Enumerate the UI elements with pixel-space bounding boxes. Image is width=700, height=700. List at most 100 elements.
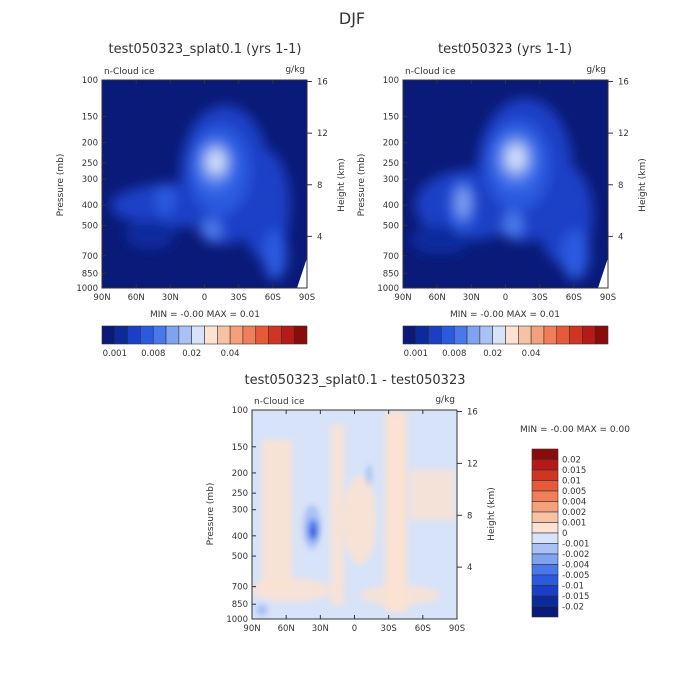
height-tick-label: 12 xyxy=(618,129,629,139)
panel-title: test050323 (yrs 1-1) xyxy=(438,42,572,57)
min-max-stats: MIN = -0.00 MAX = 0.01 xyxy=(450,310,560,320)
y-tick-label: 150 xyxy=(82,113,98,123)
y-axis-label: Pressure (mb) xyxy=(56,154,66,217)
y-tick-label: 250 xyxy=(383,159,399,169)
colorbar-label: 0.02 xyxy=(562,456,581,466)
colorbar-swatch xyxy=(165,325,180,345)
variable-label: n-Cloud ice xyxy=(104,67,155,77)
colorbar-label: -0.005 xyxy=(562,571,589,581)
y-tick-label: 400 xyxy=(383,201,399,211)
y-tick-label: 850 xyxy=(82,269,98,279)
y-axis-label: Pressure (mb) xyxy=(357,154,367,217)
colorbar-swatch xyxy=(531,574,559,586)
colorbar-label: -0.004 xyxy=(562,561,589,571)
y-tick-label: 250 xyxy=(232,489,248,499)
height-tick-label: 8 xyxy=(317,181,322,191)
colorbar-swatch xyxy=(531,606,559,618)
y-tick-label: 300 xyxy=(232,506,248,516)
colorbar-swatch xyxy=(268,325,282,345)
colorbar-swatch xyxy=(531,532,559,544)
height-ticks: 16 12 8 4 xyxy=(608,78,629,242)
x-tick-label: 90S xyxy=(600,293,616,303)
y-axis-label: Pressure (mb) xyxy=(206,483,216,546)
colorbar-swatch xyxy=(114,325,128,345)
height-tick-label: 8 xyxy=(467,511,472,521)
panel-bottom: test050323_splat0.1 - test050323 n-Cloud… xyxy=(206,373,630,634)
contour-field xyxy=(102,80,307,288)
x-tick-label: 90N xyxy=(93,293,110,303)
colorbar-swatch xyxy=(217,325,231,345)
colorbar-swatch xyxy=(569,325,583,345)
colorbar-swatch xyxy=(140,325,154,345)
height-tick-label: 4 xyxy=(317,232,322,242)
y-tick-label: 400 xyxy=(82,201,98,211)
colorbar-label: 0.001 xyxy=(404,349,428,359)
colorbar-swatch xyxy=(530,325,545,345)
colorbar-label: -0.01 xyxy=(562,582,584,592)
x-ticks: 90N 60N 30N 0 30S 60S 90S xyxy=(93,80,315,303)
panel-top-right: test050323 (yrs 1-1) n-Cloud ice g/kg xyxy=(357,42,648,359)
colorbar-swatch xyxy=(518,325,532,345)
x-tick-label: 30N xyxy=(312,624,329,634)
variable-label: n-Cloud ice xyxy=(254,397,305,407)
colorbar-swatch xyxy=(479,325,493,345)
colorbar-swatch xyxy=(127,325,141,345)
y-tick-label: 500 xyxy=(82,221,98,231)
x-tick-label: 30N xyxy=(162,293,179,303)
colorbar-swatch xyxy=(293,325,308,345)
height-tick-label: 4 xyxy=(467,563,472,573)
y-tick-label: 300 xyxy=(383,175,399,185)
x-tick-label: 90S xyxy=(449,624,465,634)
y-tick-label: 500 xyxy=(232,552,248,562)
height-tick-label: 16 xyxy=(618,78,629,88)
height-ticks: 16 12 8 4 xyxy=(457,408,478,573)
x-tick-label: 30S xyxy=(381,624,397,634)
min-max-stats: MIN = -0.00 MAX = 0.00 xyxy=(520,425,630,435)
y-axis-label-right: Height (km) xyxy=(337,158,347,212)
x-tick-label: 0 xyxy=(503,293,508,303)
y-tick-label: 100 xyxy=(82,76,98,86)
x-tick-label: 30N xyxy=(463,293,480,303)
colorbar-swatch xyxy=(531,595,559,607)
colorbar-swatch xyxy=(531,522,559,534)
y-ticks: 100 150 200 250 300 400 500 700 850 1000 xyxy=(377,76,407,294)
colorbar-label: 0.02 xyxy=(182,349,201,359)
colorbar-label: -0.001 xyxy=(562,540,589,550)
panel-title: test050323_splat0.1 (yrs 1-1) xyxy=(109,42,302,57)
colorbar-swatch xyxy=(531,543,559,555)
y-tick-label: 700 xyxy=(82,252,98,262)
colorbar-swatch xyxy=(178,325,192,345)
colorbar-swatch xyxy=(191,325,205,345)
y-tick-label: 700 xyxy=(383,252,399,262)
units-label: g/kg xyxy=(586,65,606,75)
x-tick-label: 90N xyxy=(394,293,411,303)
colorbar: 0.001 0.008 0.02 0.04 xyxy=(402,325,609,359)
y-tick-label: 200 xyxy=(82,139,98,149)
y-axis-label-right: Height (km) xyxy=(487,487,497,541)
y-tick-label: 300 xyxy=(82,175,98,185)
colorbar-swatch xyxy=(492,325,506,345)
x-tick-label: 30S xyxy=(231,293,247,303)
colorbar-swatch xyxy=(505,325,519,345)
colorbar-swatch xyxy=(242,325,257,345)
colorbar-swatch xyxy=(582,325,596,345)
x-tick-label: 30S xyxy=(532,293,548,303)
colorbar-swatch xyxy=(466,325,481,345)
y-tick-label: 500 xyxy=(383,221,399,231)
colorbar-label: 0.008 xyxy=(141,349,165,359)
colorbar-label: 0.002 xyxy=(562,508,586,518)
colorbar-swatch xyxy=(152,325,167,345)
y-ticks: 100 150 200 250 300 400 500 700 850 1000 xyxy=(76,76,106,294)
x-tick-label: 60S xyxy=(415,624,431,634)
colorbar-swatch xyxy=(453,325,468,345)
colorbar-label: 0 xyxy=(562,529,567,539)
height-tick-label: 12 xyxy=(317,129,328,139)
colorbar-swatch xyxy=(402,325,417,345)
units-label: g/kg xyxy=(285,65,305,75)
y-tick-label: 1000 xyxy=(226,615,248,625)
y-tick-label: 150 xyxy=(383,113,399,123)
colorbar-swatch xyxy=(531,459,559,471)
colorbar-swatch xyxy=(441,325,455,345)
x-tick-label: 60S xyxy=(265,293,281,303)
colorbar-swatch xyxy=(101,325,116,345)
